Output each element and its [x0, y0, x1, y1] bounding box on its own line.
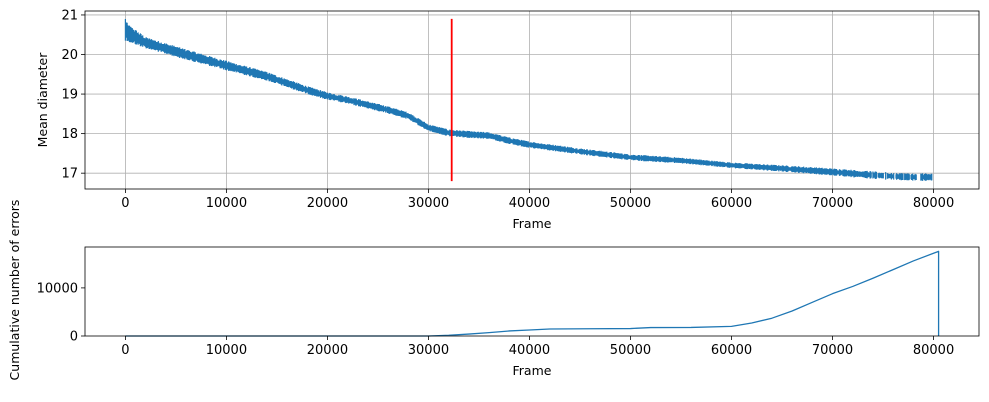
chart1-x-ticks: 0 10000 20000 30000 40000 50000 60000 70000 8000…	[121, 189, 954, 211]
chart1-xtick-label-0: 0	[121, 196, 129, 211]
chart1-xtick-label-8: 80000	[913, 196, 954, 211]
chart2-xtick-label-1: 10000	[206, 343, 247, 358]
chart2-xtick-label-8: 80000	[913, 343, 954, 358]
chart1-xtick-label-6: 60000	[711, 196, 752, 211]
chart2-ytick-label-0: 0	[70, 330, 78, 345]
chart1-ytick-label-1: 18	[61, 127, 78, 142]
chart1-xtick-label-1: 10000	[206, 196, 247, 211]
chart1-series-band	[124, 18, 933, 181]
chart1-data	[124, 18, 933, 181]
mean-diameter-chart: 0 10000 20000 30000 40000 50000 60000 70000 8000…	[35, 8, 980, 231]
chart2-ytick-label-1: 10000	[37, 281, 78, 296]
chart2-xtick-label-6: 60000	[711, 343, 752, 358]
chart2-data	[125, 250, 940, 337]
chart1-ytick-label-4: 21	[61, 8, 78, 23]
chart1-ylabel: Mean diameter	[35, 52, 50, 148]
chart1-xtick-label-3: 30000	[408, 196, 449, 211]
chart1-ytick-label-2: 19	[61, 88, 78, 103]
chart1-xlabel: Frame	[513, 216, 552, 231]
chart1-ytick-label-0: 17	[61, 167, 78, 182]
chart1-grid	[85, 11, 979, 189]
chart1-xtick-label-5: 50000	[610, 196, 651, 211]
chart2-frame	[84, 246, 980, 337]
chart1-xtick-label-4: 40000	[509, 196, 550, 211]
chart2-x-ticks: 0 10000 20000 30000 40000 50000 60000 70000 8000…	[121, 336, 954, 358]
cumulative-errors-chart: 0 10000 20000 30000 40000 50000 60000 70000 8000…	[7, 200, 980, 381]
chart1-ytick-label-3: 20	[61, 48, 78, 63]
chart1-frame	[84, 10, 980, 190]
chart2-xtick-label-0: 0	[121, 343, 129, 358]
chart2-xtick-label-5: 50000	[610, 343, 651, 358]
chart2-xtick-label-3: 30000	[408, 343, 449, 358]
chart2-y-ticks: 0 10000	[37, 281, 85, 345]
chart2-xtick-label-2: 20000	[307, 343, 348, 358]
chart1-y-ticks: 17 18 19 20 21	[61, 8, 85, 182]
chart2-series-line	[125, 250, 940, 337]
chart1-xtick-label-2: 20000	[307, 196, 348, 211]
chart2-ylabel: Cumulative number of errors	[7, 200, 22, 381]
chart2-xtick-label-4: 40000	[509, 343, 550, 358]
chart1-xtick-label-7: 70000	[812, 196, 853, 211]
chart2-xtick-label-7: 70000	[812, 343, 853, 358]
chart2-xlabel: Frame	[513, 363, 552, 378]
